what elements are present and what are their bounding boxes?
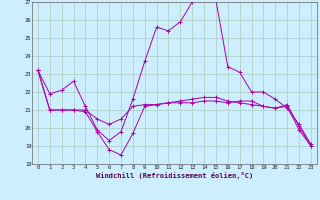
X-axis label: Windchill (Refroidissement éolien,°C): Windchill (Refroidissement éolien,°C) <box>96 172 253 179</box>
